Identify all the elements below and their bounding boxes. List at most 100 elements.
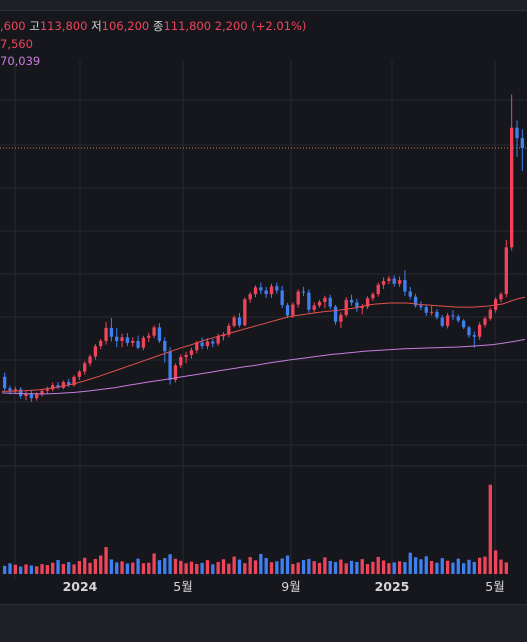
volume-bar [205,560,210,574]
candle-body [83,363,87,372]
volume-bar [275,561,279,574]
volume-bar [173,558,178,574]
moving-average-line [1,296,526,392]
candle-body [115,336,119,341]
volume-bar [387,563,391,574]
candle-body [51,385,55,390]
volume-bar [147,562,151,574]
ma1-legend: 7,560 [0,37,33,51]
volume-bar [381,560,386,574]
volume-bar [109,559,114,574]
volume-bar [339,559,343,574]
close-label: 종 [152,19,164,33]
volume-bar [83,557,87,574]
candle-body [461,320,466,328]
volume-bar [29,565,34,574]
candle-body [269,286,274,295]
low-value: 106,200 [101,19,150,33]
x-axis: 2024 5월 9월 2025 5월 [63,579,505,594]
volume-bar [483,556,487,574]
volume-bar [467,559,471,574]
candle-body [387,278,391,282]
high-label: 고 [29,19,40,33]
volume-bar [131,562,135,574]
candle-body [328,297,332,307]
candle-body [381,281,386,285]
candle-body [429,311,434,313]
volume-bar [237,559,242,574]
candle-body [520,138,524,148]
volume-bar [141,563,146,574]
candle-body [136,340,140,348]
volume-bar [328,560,332,574]
volume-bar [104,547,108,574]
candle-body [8,388,12,391]
candle-body [205,341,210,347]
candle-body [301,291,306,293]
volume-bar [248,557,252,574]
volume-bar [45,565,50,574]
candle-body [488,309,492,319]
x-tick-label: 5월 [173,579,192,594]
volume-bar [365,564,370,574]
candle-body [419,305,423,308]
grid-lines [0,60,527,580]
candle-body [296,291,300,305]
volume-bar [440,558,444,574]
candle-body [61,382,66,388]
candle-body [216,336,220,344]
candle-body [253,287,258,295]
candle-body [147,335,151,338]
x-tick-label: 9월 [281,579,300,594]
candle-body [397,280,402,284]
candle-body [131,340,135,343]
volume-bar [397,561,402,574]
volume-bar [189,561,194,574]
volume-bar [120,561,124,574]
candle-body [371,294,375,299]
volume-bar [280,558,284,574]
candle-body [19,389,23,397]
candle-body [195,342,199,351]
candle-body [77,371,82,377]
volume-bar [24,564,28,574]
candle-body [408,291,412,297]
volume-bar [333,562,338,574]
candle-body [355,302,359,309]
volume-bar [67,562,71,574]
candle-body [184,354,188,358]
candle-body [360,306,364,309]
volume-bar [376,556,380,574]
volume-bar [317,562,322,574]
candle-body [168,351,172,380]
volume-bar [211,564,215,574]
candle-body [173,365,178,380]
candle-body [211,341,215,344]
close-value: 111,800 [163,19,212,33]
volume-bar [344,563,348,574]
volume-bar [8,563,12,574]
volume-bar [307,558,311,574]
volume-bar [451,562,455,574]
volume-bar [472,561,476,574]
x-tick-label: 2024 [63,579,98,594]
candle-body [163,340,167,352]
volume-bar [157,560,162,574]
candles [3,94,524,402]
candle-body [56,385,60,388]
low-label: 저 [91,19,102,33]
volume-bar [371,561,375,574]
volume-bar [61,563,66,574]
candle-body [333,306,338,322]
volume-bar [115,562,119,574]
volume-bar [392,562,396,574]
candle-body [451,315,455,317]
candle-body [40,390,44,395]
volume-bar [408,552,412,574]
volume-bar [88,562,92,574]
candle-body [109,327,114,337]
top-bar [0,0,527,11]
volume-bar [488,484,492,574]
